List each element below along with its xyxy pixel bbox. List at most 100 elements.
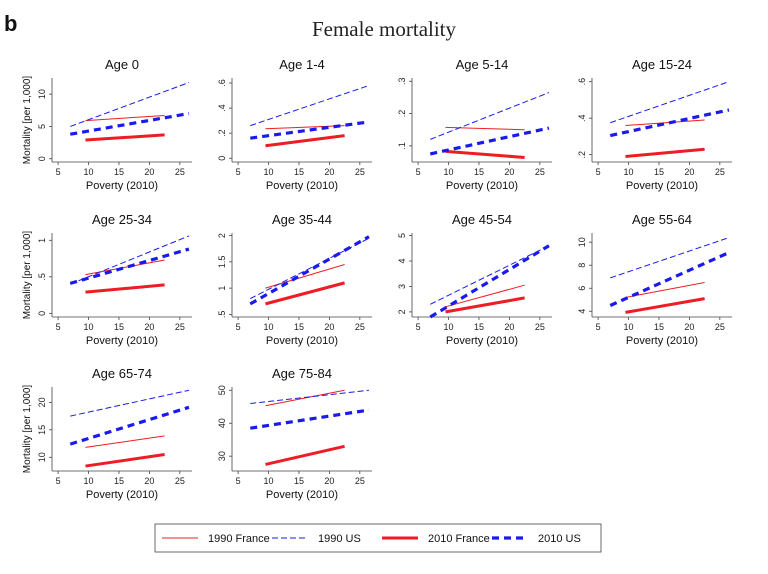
y-axis-label: Mortality [per 1,000]	[22, 385, 33, 474]
panel-title: Age 15-24	[632, 57, 692, 72]
x-axis-label: Poverty (2010)	[446, 180, 518, 192]
panel-1: Age 0 5 10 15 20 25 0 5 10 Poverty (2010) Mortalit…	[22, 57, 192, 192]
legend-label: 2010 US	[538, 533, 581, 545]
y-tick-label: 10	[577, 237, 587, 247]
x-tick-label: 5	[56, 322, 61, 332]
series-line-1990-us	[250, 389, 370, 404]
x-tick-label: 5	[56, 167, 61, 177]
series-line-2010-us	[250, 120, 370, 140]
series-line-2010-us	[250, 408, 370, 430]
y-tick-label: .5	[37, 273, 47, 281]
x-tick-label: 15	[294, 167, 304, 177]
x-tick-label: 15	[474, 167, 484, 177]
x-axis-label: Poverty (2010)	[626, 180, 698, 192]
y-tick-label: .5	[217, 311, 227, 319]
x-tick-label: 25	[355, 476, 365, 486]
y-tick-label: 40	[217, 418, 227, 428]
y-axis-label: Mortality [per 1,000]	[22, 76, 33, 165]
y-axis-label: Mortality [per 1,000]	[22, 231, 33, 320]
series-line-2010-us	[609, 251, 730, 307]
x-tick-label: 15	[114, 322, 124, 332]
y-tick-label: 4	[397, 258, 407, 263]
legend-label: 2010 France	[428, 533, 490, 545]
x-axis-label: Poverty (2010)	[86, 335, 158, 347]
x-tick-label: 25	[715, 322, 725, 332]
legend: 1990 France 1990 US 2010 France 2010 US	[154, 523, 602, 553]
x-tick-label: 5	[236, 476, 241, 486]
x-axis-label: Poverty (2010)	[446, 335, 518, 347]
x-tick-label: 5	[236, 322, 241, 332]
x-tick-label: 20	[324, 322, 334, 332]
x-tick-label: 20	[324, 476, 334, 486]
series-line-2010-france	[625, 297, 705, 314]
x-tick-label: 5	[596, 322, 601, 332]
series-line-2010-us	[249, 235, 370, 306]
x-tick-label: 10	[444, 322, 454, 332]
x-tick-label: 15	[294, 476, 304, 486]
x-tick-label: 20	[684, 167, 694, 177]
y-tick-label: .4	[217, 104, 227, 112]
x-tick-label: 10	[84, 322, 94, 332]
x-tick-label: 25	[175, 476, 185, 486]
series-line-2010-france	[445, 149, 525, 159]
series-line-2010-france	[265, 281, 345, 306]
x-tick-label: 10	[264, 476, 274, 486]
y-tick-label: 20	[37, 397, 47, 407]
x-tick-label: 5	[56, 476, 61, 486]
x-tick-label: 10	[264, 322, 274, 332]
x-tick-label: 15	[654, 167, 664, 177]
y-tick-label: .2	[397, 110, 407, 118]
series-line-1990-france	[625, 119, 705, 126]
panel-title: Age 65-74	[92, 366, 152, 381]
y-tick-label: .6	[217, 79, 227, 87]
panel-title: Age 1-4	[279, 57, 325, 72]
y-tick-label: 1.5	[217, 256, 227, 269]
x-axis-label: Poverty (2010)	[266, 180, 338, 192]
y-tick-label: 30	[217, 451, 227, 461]
series-line-1990-france	[265, 389, 345, 407]
y-tick-label: .6	[577, 78, 587, 86]
series-line-1990-us	[70, 82, 190, 127]
y-tick-label: .2	[577, 151, 587, 159]
panel-title: Age 25-34	[92, 212, 152, 227]
y-tick-label: .2	[217, 129, 227, 137]
x-tick-label: 25	[355, 322, 365, 332]
x-tick-label: 10	[624, 167, 634, 177]
x-tick-label: 15	[474, 322, 484, 332]
x-tick-label: 25	[535, 322, 545, 332]
x-tick-label: 5	[236, 167, 241, 177]
y-tick-label: 0	[37, 156, 47, 161]
x-tick-label: 20	[144, 322, 154, 332]
series-line-2010-france	[445, 296, 525, 314]
x-tick-label: 15	[294, 322, 304, 332]
y-tick-label: 1	[217, 286, 227, 291]
x-tick-label: 20	[504, 167, 514, 177]
series-line-2010-france	[85, 453, 165, 468]
series-line-1990-us	[250, 85, 370, 127]
x-tick-label: 20	[504, 322, 514, 332]
panel-5: Age 25-34 5 10 15 20 25 0 .5 1 Poverty (2010) Mort…	[22, 212, 192, 347]
y-tick-label: 2	[217, 233, 227, 238]
y-tick-label: 0	[37, 311, 47, 316]
x-axis-label: Poverty (2010)	[626, 335, 698, 347]
y-tick-label: .4	[577, 114, 587, 122]
x-tick-label: 25	[355, 167, 365, 177]
x-axis-label: Poverty (2010)	[86, 180, 158, 192]
x-tick-label: 10	[264, 167, 274, 177]
y-tick-label: 5	[37, 124, 47, 129]
x-tick-label: 20	[684, 322, 694, 332]
y-tick-label: 50	[217, 385, 227, 395]
figure-title: Female mortality	[312, 17, 457, 41]
series-line-1990-us	[70, 389, 190, 417]
y-tick-label: 2	[397, 309, 407, 314]
x-tick-label: 5	[416, 322, 421, 332]
series-line-2010-us	[69, 405, 190, 446]
panel-letter: b	[4, 11, 17, 36]
x-axis-label: Poverty (2010)	[86, 489, 158, 501]
x-tick-label: 25	[175, 322, 185, 332]
series-line-1990-france	[625, 281, 705, 298]
y-tick-label: 15	[37, 425, 47, 435]
x-tick-label: 5	[596, 167, 601, 177]
